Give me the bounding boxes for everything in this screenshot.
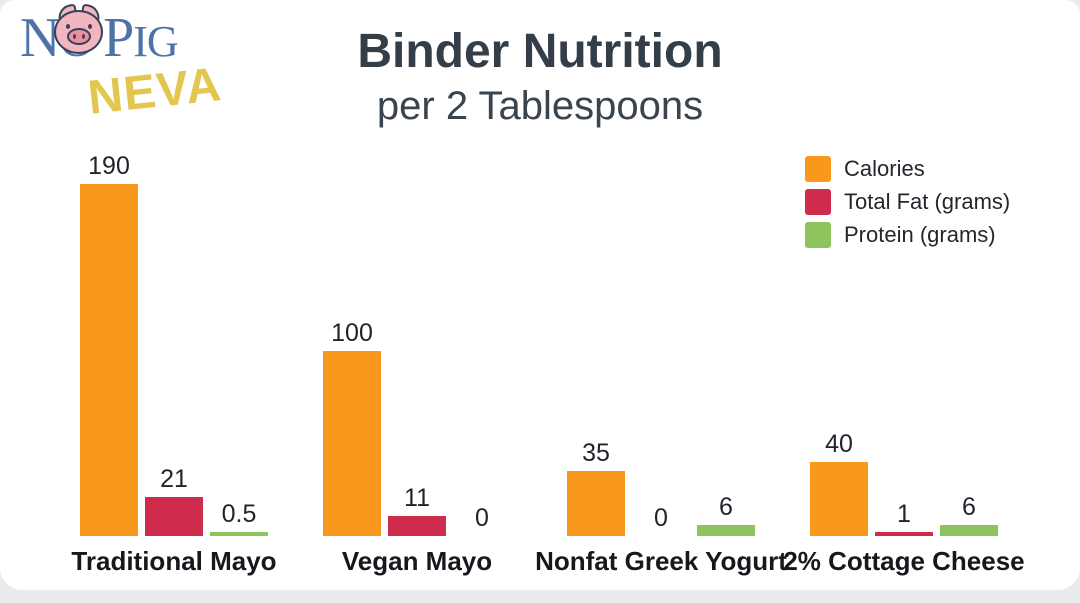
bar-calories-vegan-mayo [323,351,381,536]
pig-face-icon [53,3,105,54]
bar-value-label: 40 [825,429,853,458]
legend-item-calories: Calories [805,156,1010,182]
legend-swatch-protein [805,222,831,248]
bar-value-label: 0 [475,503,489,532]
bar-value-label: 1 [897,499,911,528]
chart-subtitle: per 2 Tablespoons [376,84,704,128]
chart-card: NOPIG NEVA Binder Nutrition per 2 Tables… [0,0,1080,590]
bar-value-label: 0 [654,503,668,532]
bar-value-label: 0.5 [221,499,257,528]
legend-label: Protein (grams) [844,222,996,247]
legend-swatch-total-fat [805,189,831,215]
bar-value-label: 11 [404,483,430,512]
bar-protein-traditional-mayo [210,532,268,536]
bar-total-fat-vegan-mayo [388,516,446,536]
category-label-vegan-mayo: Vegan Mayo [341,546,493,576]
chart-title: Binder Nutrition [357,25,723,78]
legend-item-total-fat: Total Fat (grams) [805,189,1010,215]
bar-slot-calories-2-cottage-cheese: 40 [810,429,868,536]
bar-group-vegan-mayo: 100 11 0 Vegan Mayo [323,318,511,576]
logo-letter-p: P [103,7,134,69]
bar-value-label: 6 [719,492,733,521]
bar-slot-protein-2-cottage-cheese: 6 [940,492,998,536]
bar-protein-2-cottage-cheese [940,525,998,536]
bar-cluster: 190 21 0.5 [80,151,268,536]
bar-total-fat-2-cottage-cheese [875,532,933,536]
bar-protein-nonfat-greek-yogurt [697,525,755,536]
plot-area: 190 21 0.5 Traditional Mayo 100 11 0 Vegan Mayo… [71,151,1024,576]
category-label-traditional-mayo: Traditional Mayo [71,546,277,576]
bar-cluster: 40 1 6 [810,429,998,536]
bar-slot-calories-vegan-mayo: 100 [323,318,381,536]
logo-letter-n: N [20,7,60,69]
brand-logo-wordmark: NOPIG [20,3,240,69]
bar-slot-total-fat-traditional-mayo: 21 [145,464,203,536]
bar-slot-total-fat-2-cottage-cheese: 1 [875,499,933,536]
bar-value-label: 21 [160,464,188,493]
legend-label: Total Fat (grams) [844,189,1011,214]
bar-slot-protein-traditional-mayo: 0.5 [210,499,268,536]
bar-value-label: 100 [331,318,373,347]
bar-value-label: 6 [962,492,976,521]
bar-slot-protein-nonfat-greek-yogurt: 6 [697,492,755,536]
bar-group-2-cottage-cheese: 40 1 6 2% Cottage Cheese [783,429,1024,576]
bar-calories-2-cottage-cheese [810,462,868,536]
logo-letters-ig: IG [133,17,178,66]
category-label-2-cottage-cheese: 2% Cottage Cheese [783,546,1025,576]
legend-item-protein: Protein (grams) [805,222,1010,248]
bar-slot-calories-nonfat-greek-yogurt: 35 [567,438,625,536]
bar-cluster: 35 0 6 [567,438,755,537]
legend-swatch-calories [805,156,831,182]
bar-value-label: 190 [88,151,130,180]
bar-cluster: 100 11 0 [323,318,511,537]
brand-logo: NOPIG NEVA [20,3,240,135]
bar-slot-protein-vegan-mayo: 0 [453,503,511,537]
bar-slot-total-fat-nonfat-greek-yogurt: 0 [632,503,690,537]
bar-group-traditional-mayo: 190 21 0.5 Traditional Mayo [71,151,276,576]
bar-calories-nonfat-greek-yogurt [567,471,625,536]
category-label-nonfat-greek-yogurt: Nonfat Greek Yogurt [535,546,787,576]
bar-slot-total-fat-vegan-mayo: 11 [388,483,446,536]
legend-label: Calories [844,156,925,181]
bar-calories-traditional-mayo [80,184,138,536]
bar-group-nonfat-greek-yogurt: 35 0 6 Nonfat Greek Yogurt [535,438,787,576]
legend: Calories Total Fat (grams) Protein (grams) [805,156,1010,255]
bar-slot-calories-traditional-mayo: 190 [80,151,138,536]
bar-value-label: 35 [582,438,610,467]
bar-total-fat-traditional-mayo [145,497,203,536]
